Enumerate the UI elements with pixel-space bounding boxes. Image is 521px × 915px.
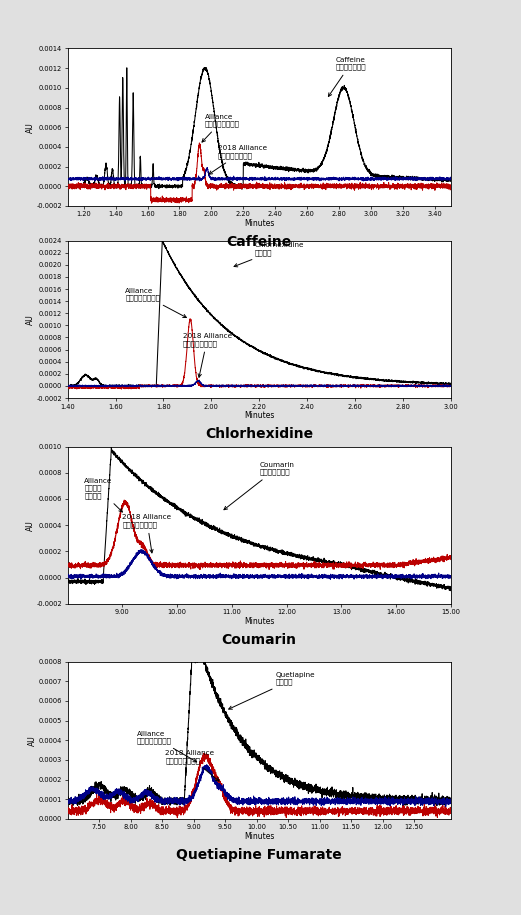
Text: Chlorhexidine
標準溶液: Chlorhexidine 標準溶液 [234,242,304,267]
Text: Chlorhexidine: Chlorhexidine [205,427,313,441]
Text: 2018 Alliance
キャリーオーバー: 2018 Alliance キャリーオーバー [122,514,171,553]
Text: 2018 Alliance
キャリーオーバー: 2018 Alliance キャリーオーバー [165,750,219,781]
Text: Quetiapine
標準溶液: Quetiapine 標準溶液 [229,672,315,709]
Text: 2018 Alliance
キャリーオーバー: 2018 Alliance キャリーオーバー [209,145,267,174]
Y-axis label: AU: AU [29,735,38,746]
Text: Coumarin: Coumarin [222,633,296,647]
Text: Alliance
キャリーオーバー: Alliance キャリーオーバー [202,113,240,142]
Text: Caffeine
チャレンジ溶液: Caffeine チャレンジ溶液 [328,57,366,96]
Y-axis label: AU: AU [26,122,35,133]
Y-axis label: AU: AU [26,520,35,531]
Text: Alliance
キャリー
オーバー: Alliance キャリー オーバー [84,478,122,512]
X-axis label: Minutes: Minutes [244,832,275,841]
Text: Coumarin
チャレンジ溶液: Coumarin チャレンジ溶液 [224,462,294,510]
Text: Caffeine: Caffeine [227,235,292,249]
Text: Alliance
キャリーオーバー: Alliance キャリーオーバー [125,287,187,318]
X-axis label: Minutes: Minutes [244,617,275,626]
Text: Alliance
キャリーオーバー: Alliance キャリーオーバー [137,730,196,762]
X-axis label: Minutes: Minutes [244,411,275,420]
Text: 2018 Alliance
キャリーオーバー: 2018 Alliance キャリーオーバー [182,333,232,377]
X-axis label: Minutes: Minutes [244,219,275,228]
Y-axis label: AU: AU [26,314,35,325]
Text: Quetiapine Fumarate: Quetiapine Fumarate [176,848,342,862]
